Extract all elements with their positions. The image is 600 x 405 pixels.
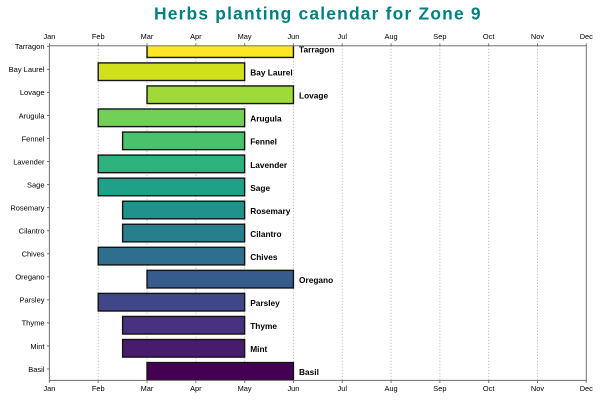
svg-text:Feb: Feb <box>92 32 105 41</box>
svg-text:Jul: Jul <box>338 384 348 393</box>
svg-text:Rosemary: Rosemary <box>10 203 44 212</box>
svg-text:May: May <box>238 32 252 41</box>
svg-text:Bay Laurel: Bay Laurel <box>250 68 292 78</box>
svg-text:Oct: Oct <box>483 32 495 41</box>
svg-text:Fennel: Fennel <box>22 134 45 143</box>
svg-text:Apr: Apr <box>190 32 202 41</box>
svg-text:Mint: Mint <box>30 342 45 351</box>
svg-text:Feb: Feb <box>92 384 105 393</box>
svg-text:Thyme: Thyme <box>22 319 45 328</box>
svg-text:Bay Laurel: Bay Laurel <box>9 65 45 74</box>
svg-text:May: May <box>238 384 252 393</box>
svg-text:Aug: Aug <box>384 32 397 41</box>
svg-text:Nov: Nov <box>531 32 544 41</box>
svg-text:Lovage: Lovage <box>20 88 45 97</box>
svg-text:Basil: Basil <box>28 365 45 374</box>
svg-text:Apr: Apr <box>190 384 202 393</box>
svg-text:Herbs planting calendar for Zo: Herbs planting calendar for Zone 9 <box>154 4 482 24</box>
svg-text:Dec: Dec <box>580 384 593 393</box>
svg-text:Sage: Sage <box>250 183 270 193</box>
svg-text:Dec: Dec <box>580 32 593 41</box>
svg-text:Jul: Jul <box>338 32 348 41</box>
svg-text:Arugula: Arugula <box>19 111 46 120</box>
svg-text:Lovage: Lovage <box>299 91 328 101</box>
svg-text:Jun: Jun <box>287 384 299 393</box>
svg-text:Chives: Chives <box>22 250 45 259</box>
svg-text:Jun: Jun <box>287 32 299 41</box>
svg-text:Mint: Mint <box>250 344 267 354</box>
svg-text:Oregano: Oregano <box>15 273 44 282</box>
svg-text:Lavender: Lavender <box>250 160 288 170</box>
svg-text:Arugula: Arugula <box>250 114 282 124</box>
svg-text:Cilantro: Cilantro <box>250 229 281 239</box>
svg-text:Rosemary: Rosemary <box>250 206 291 216</box>
svg-text:Oregano: Oregano <box>299 275 333 285</box>
svg-text:Mar: Mar <box>141 32 154 41</box>
svg-text:Parsley: Parsley <box>19 296 44 305</box>
svg-text:Basil: Basil <box>299 367 319 377</box>
svg-text:Thyme: Thyme <box>250 321 277 331</box>
svg-text:Sep: Sep <box>433 384 446 393</box>
svg-text:Chives: Chives <box>250 252 278 262</box>
svg-text:Tarragon: Tarragon <box>299 45 334 55</box>
svg-text:Fennel: Fennel <box>250 137 277 147</box>
svg-text:Cilantro: Cilantro <box>19 227 45 236</box>
svg-text:Parsley: Parsley <box>250 298 280 308</box>
svg-text:Tarragon: Tarragon <box>15 42 45 51</box>
svg-text:Sep: Sep <box>433 32 446 41</box>
svg-text:Mar: Mar <box>141 384 154 393</box>
svg-text:Nov: Nov <box>531 384 544 393</box>
svg-text:Oct: Oct <box>483 384 495 393</box>
svg-text:Sage: Sage <box>27 180 45 189</box>
svg-text:Jan: Jan <box>43 32 55 41</box>
svg-text:Jan: Jan <box>43 384 55 393</box>
svg-text:Aug: Aug <box>384 384 397 393</box>
svg-text:Lavender: Lavender <box>13 157 45 166</box>
